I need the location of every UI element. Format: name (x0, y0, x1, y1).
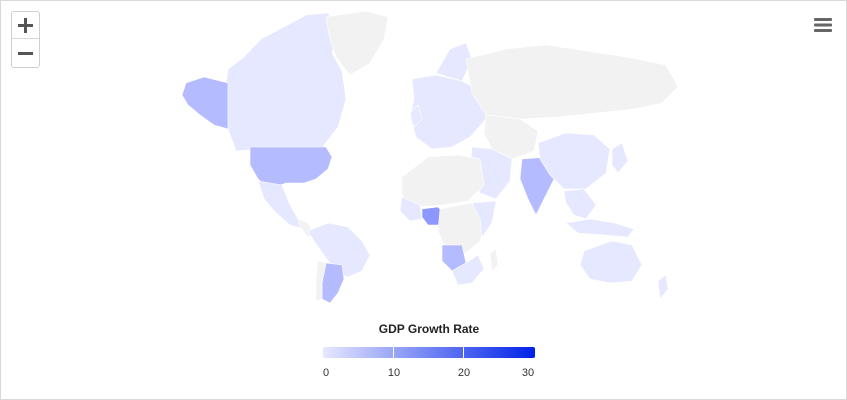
legend-ticks: 0 10 20 30 (323, 367, 535, 381)
region-new-zealand[interactable] (657, 274, 669, 300)
region-china[interactable] (537, 132, 611, 190)
region-alaska[interactable] (181, 76, 229, 130)
plus-icon (18, 17, 33, 33)
region-mexico[interactable] (257, 180, 305, 230)
legend-title: GDP Growth Rate (378, 322, 480, 336)
region-uk[interactable] (409, 104, 423, 128)
legend-divider (393, 347, 394, 358)
region-madagascar (489, 248, 499, 272)
region-indonesia[interactable] (565, 218, 635, 238)
legend-color-scale (323, 345, 535, 358)
legend-tick-label: 30 (521, 367, 535, 379)
minus-icon (18, 52, 33, 55)
legend-tick-label: 0 (322, 367, 330, 379)
region-southeast-asia[interactable] (563, 188, 597, 220)
region-argentina[interactable] (321, 262, 345, 303)
hamburger-icon (814, 18, 832, 32)
region-west-africa[interactable] (399, 196, 423, 222)
region-north-africa (401, 154, 485, 208)
legend-gradient (323, 347, 535, 358)
zoom-out-button[interactable] (12, 40, 39, 67)
region-central-asia (483, 114, 539, 160)
region-south-america-north[interactable] (307, 222, 371, 278)
region-canada[interactable] (225, 12, 347, 152)
region-scandinavia[interactable] (435, 42, 473, 82)
legend-tick-label: 10 (387, 367, 401, 379)
region-australia[interactable] (579, 240, 643, 284)
legend-tick-label: 20 (457, 367, 471, 379)
region-russia (465, 44, 679, 120)
region-japan-korea[interactable] (611, 142, 629, 174)
zoom-controls (11, 11, 40, 68)
chart-menu-button[interactable] (814, 17, 832, 33)
region-southern-africa[interactable] (451, 254, 485, 286)
region-chile (315, 260, 327, 302)
legend-divider (463, 347, 464, 358)
region-east-africa[interactable] (471, 200, 497, 238)
region-usa[interactable] (249, 146, 333, 190)
zoom-in-button[interactable] (12, 12, 39, 39)
region-greenland (325, 10, 389, 76)
world-map (181, 10, 679, 303)
